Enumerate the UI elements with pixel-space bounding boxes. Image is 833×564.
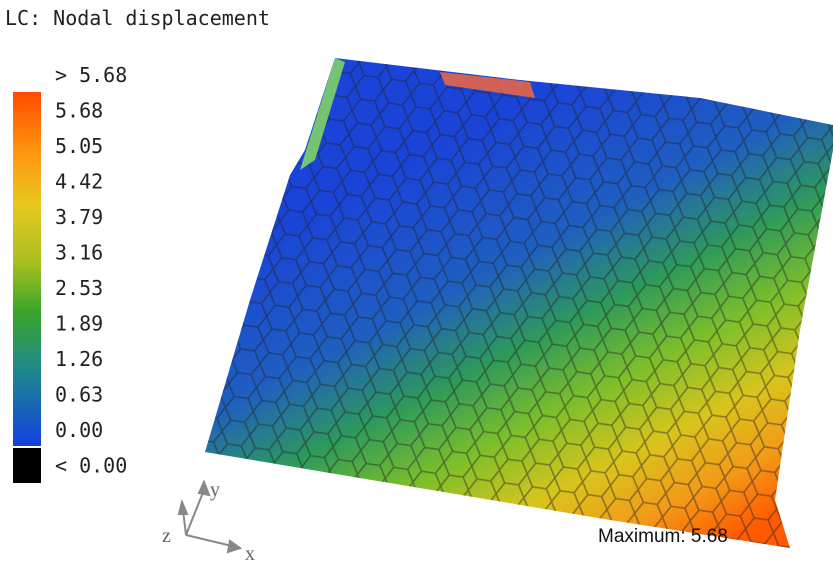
maximum-label: Maximum: 5.68 — [598, 526, 728, 547]
legend-label: 4.42 — [55, 170, 103, 194]
legend-label: 0.63 — [55, 383, 103, 407]
legend-label: 5.05 — [55, 134, 103, 158]
axis-label: x — [245, 543, 255, 564]
legend-label: 5.68 — [55, 99, 103, 123]
legend-label: > 5.68 — [55, 63, 127, 87]
mesh — [200, 50, 833, 560]
legend-label: 3.79 — [55, 205, 103, 229]
legend-over — [13, 60, 41, 90]
legend-label: 2.53 — [55, 276, 103, 300]
viewport: LC: Nodal displacement > 5.68 5.68 5.05 4.4… — [0, 0, 833, 564]
title: LC: Nodal displacement — [5, 6, 270, 30]
legend-under — [13, 448, 41, 483]
legend-label: 1.89 — [55, 312, 103, 336]
legend-label: 1.26 — [55, 347, 103, 371]
legend-label: 0.00 — [55, 418, 103, 442]
legend-label: < 0.00 — [55, 454, 127, 478]
legend-label: 3.16 — [55, 241, 103, 265]
axis-label: z — [162, 525, 171, 547]
mesh-cells — [200, 50, 833, 560]
color-legend: > 5.68 5.68 5.05 4.42 3.79 3.16 2.53 1.89 1.26 0.… — [13, 60, 127, 483]
axis-label: y — [210, 479, 220, 501]
legend-scale — [13, 92, 41, 446]
